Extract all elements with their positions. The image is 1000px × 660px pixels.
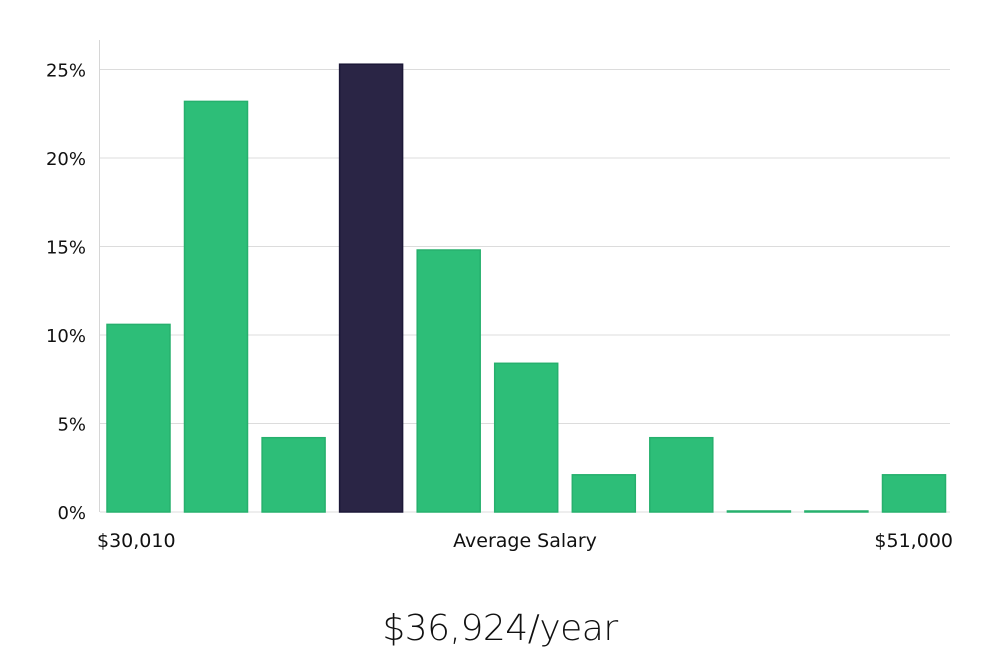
y-tick-label: 5% [57,415,86,436]
y-tick-label: 20% [46,149,86,170]
y-tick-label: 25% [46,61,86,82]
bars [106,63,947,513]
x-max-label: $51,000 [874,530,953,552]
y-tick-label: 10% [46,326,86,347]
bar [416,249,481,513]
bar [106,323,171,513]
bar-highlighted [338,63,404,513]
y-axis-ticks: 0% 5% 10% 15% 20% 25% [46,61,86,525]
x-axis-title: Average Salary [453,530,597,552]
bar [261,436,326,513]
bar [493,362,559,513]
y-tick-label: 15% [46,238,86,259]
y-tick-label: 0% [57,503,86,524]
average-salary-value: $36,924/year [382,608,618,649]
bar [804,510,869,513]
bar [571,474,637,513]
bar [881,474,947,513]
bar [183,100,249,513]
bar [726,510,792,513]
salary-histogram: 0%5%10%15%20%25% $30,010 Average Salary … [46,40,953,552]
x-min-label: $30,010 [97,530,176,552]
bar [649,436,714,513]
